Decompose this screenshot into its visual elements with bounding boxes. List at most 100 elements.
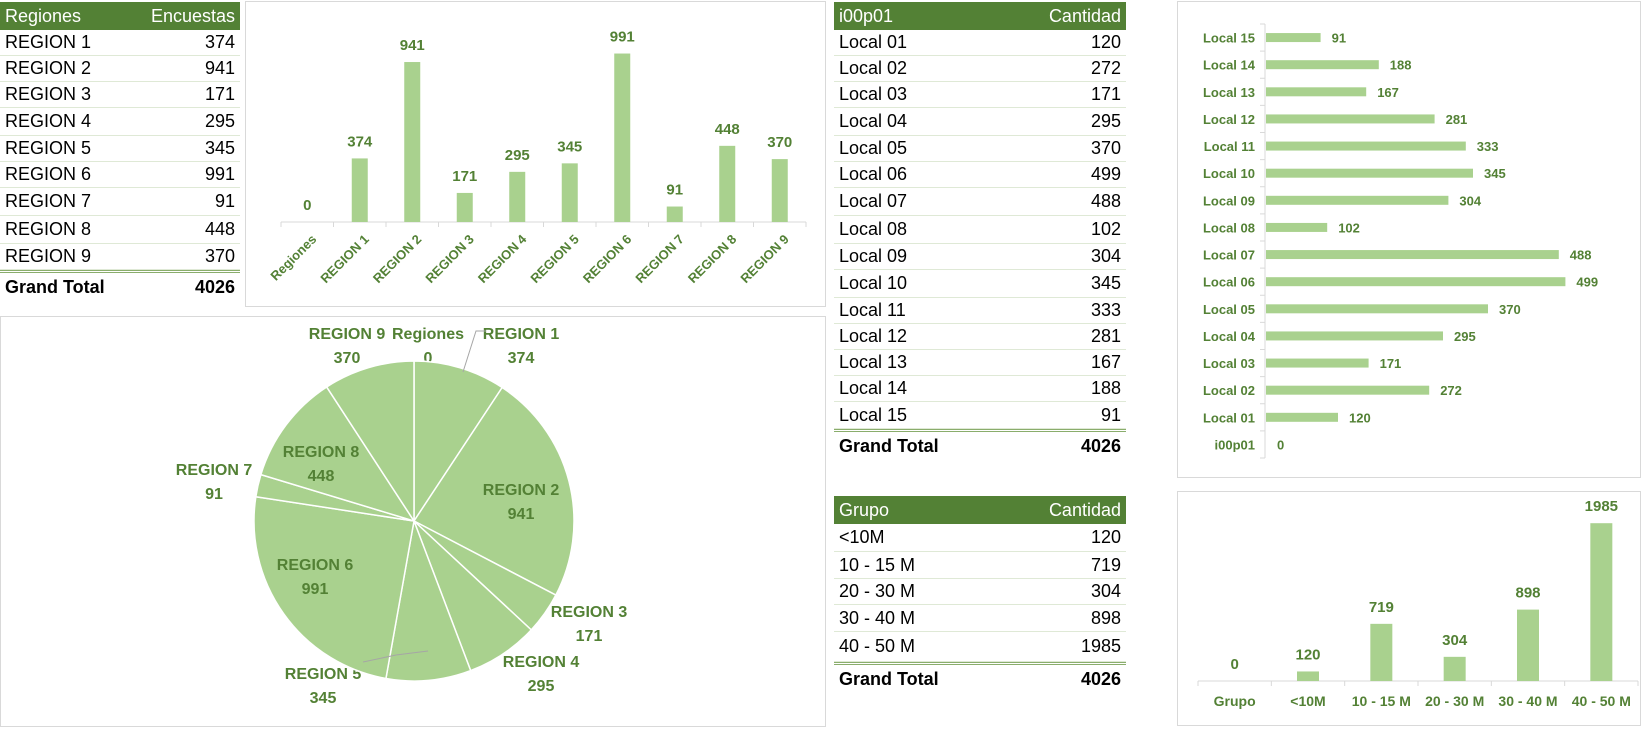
groups-bar-chart-panel: 0 Grupo 120 <10M 719 10 - 15 M 304 20 - 30 M 898… [1177,491,1641,726]
row-value: 272 [1090,58,1121,78]
regions-pie-chart: Regiones 0 REGION 1 374 REGION 2 941 REGION 3 1… [176,326,628,707]
table-row: 20 - 30 M 304 [834,579,1126,605]
regions-bar-chart: 0 Regiones 374 REGION 1 941 REGION 2 171 REGION… [267,29,807,287]
tick-label: REGION 5 [527,232,582,287]
data-label: 941 [400,37,425,54]
slice-label: REGION 3 [551,604,628,621]
data-label: 0 [1230,656,1238,673]
table-row: <10M 120 [834,524,1126,552]
total-value: 4026 [1080,436,1121,456]
data-label: 120 [1295,646,1320,663]
regions-table: Regiones Encuestas REGION 1 374 REGION 2 94… [0,2,240,302]
regions-pie-chart-panel: Regiones 0 REGION 1 374 REGION 2 941 REGION 3 1… [0,316,826,727]
table-row: Local 07 488 [834,188,1126,216]
row-label: Local 02 [839,58,908,78]
slice-value: 295 [528,678,555,695]
tick-label: 30 - 40 M [1498,693,1557,709]
bar [1266,114,1435,124]
row-value: 1985 [1080,636,1121,656]
slice-label: REGION 6 [277,557,354,574]
tick-label: Local 07 [1203,248,1255,263]
tick-label: REGION 6 [580,232,635,287]
table-row: Local 15 91 [834,402,1126,429]
locals-bar-chart-panel: i00p01 0 Local 01 120 Local 02 272 Local 03 171… [1177,1,1641,478]
header-grupo: Grupo [839,499,890,520]
slice-value: 941 [508,506,535,523]
groups-table: Grupo Cantidad <10M 120 10 - 15 M 719 20 - 3… [834,496,1126,694]
tick-label: Regiones [267,232,319,284]
data-label: 345 [557,138,582,155]
row-label: 20 - 30 M [839,581,916,601]
row-value: 304 [1090,246,1121,266]
row-label: Local 07 [839,191,908,211]
groups-bar-chart: 0 Grupo 120 <10M 719 10 - 15 M 304 20 - 30 M 898… [1197,498,1639,709]
bar [1266,304,1488,314]
data-label: 333 [1477,139,1499,154]
bar [771,159,788,222]
table-row: Local 04 295 [834,108,1126,136]
pie-slice [253,495,415,680]
table-row: Local 08 102 [834,216,1126,244]
data-label: 188 [1390,58,1412,73]
locals-bar-chart: i00p01 0 Local 01 120 Local 02 272 Local 03 171… [1203,23,1598,459]
table-row: Local 02 272 [834,56,1126,82]
bar [1443,656,1466,681]
locals-table-header: i00p01 Cantidad [834,2,1126,30]
table-row: Local 12 281 [834,324,1126,350]
table-row: 30 - 40 M 898 [834,605,1126,632]
slice-value: 91 [205,486,223,503]
bar [1266,195,1449,205]
data-label: 295 [1454,329,1476,344]
table-row: REGION 6 991 [0,162,240,188]
row-value: 120 [1090,527,1121,547]
row-value: 370 [204,246,235,266]
bar [1266,33,1321,43]
row-value: 295 [204,111,235,131]
table-row: REGION 9 370 [0,244,240,270]
row-label: 30 - 40 M [839,607,916,628]
table-row: 10 - 15 M 719 [834,552,1126,579]
table-row: 40 - 50 M 1985 [834,632,1126,662]
bar [666,206,683,222]
slice-label: Regiones [392,326,464,343]
row-label: Local 09 [839,246,908,266]
slice-value: 171 [576,628,603,645]
data-label: 488 [1570,248,1592,263]
table-row: REGION 5 345 [0,136,240,162]
row-label: Local 15 [839,404,908,425]
tick-label: Local 15 [1203,31,1255,46]
row-label: 10 - 15 M [839,554,916,575]
tick-label: Local 05 [1203,302,1255,317]
slice-value: 0 [424,350,433,367]
bar [719,145,736,222]
row-value: 488 [1090,191,1121,211]
bar [1266,412,1338,422]
data-label: 499 [1576,275,1598,290]
header-cantidad: Cantidad [1048,499,1121,520]
tick-label: Local 04 [1203,329,1256,344]
table-row: Local 01 120 [834,30,1126,56]
bar [1266,358,1369,368]
data-label: 102 [1338,220,1360,235]
bar [614,53,631,222]
pie-slice [412,386,575,597]
locals-total-row: Grand Total 4026 [834,429,1126,461]
row-label: Local 03 [839,84,908,104]
row-label: Local 08 [839,219,908,239]
data-label: 0 [303,197,311,214]
row-value: 345 [1090,273,1121,293]
bar [404,62,421,222]
slice-label: REGION 5 [285,666,362,683]
data-label: 374 [347,133,373,150]
row-label: REGION 1 [5,32,92,52]
row-value: 333 [1090,300,1121,320]
tick-label: Local 12 [1203,112,1255,127]
data-label: 370 [1499,302,1521,317]
bar [1517,609,1539,681]
tick-label: Local 06 [1203,275,1255,290]
tick-label: <10M [1290,693,1325,709]
pie-slice [259,385,416,523]
bar [1266,222,1328,232]
bar [1266,250,1559,260]
row-label: Local 12 [839,326,908,346]
